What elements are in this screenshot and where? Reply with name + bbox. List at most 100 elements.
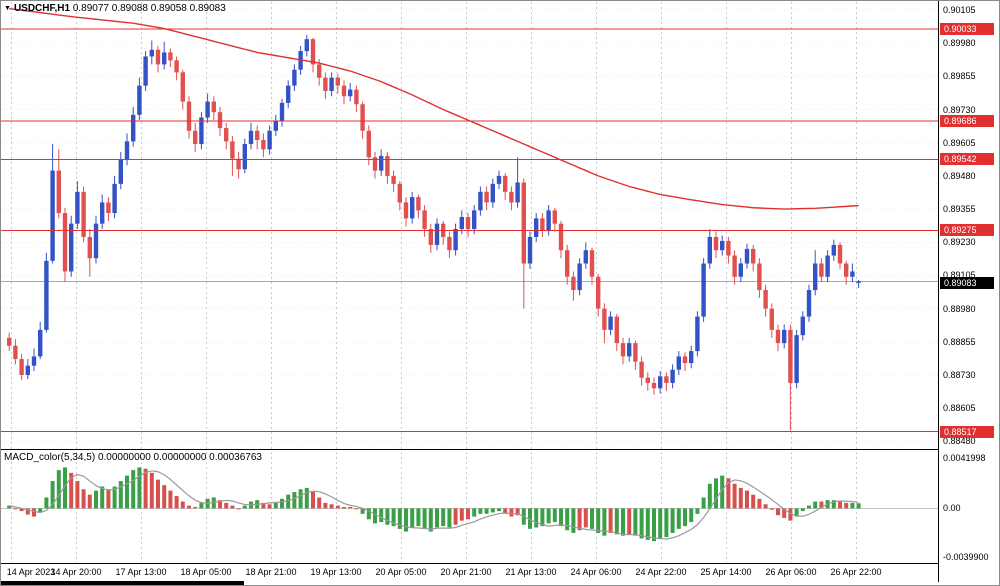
macd-bar: [466, 508, 470, 520]
candle-body: [720, 240, 725, 251]
candle-body: [806, 290, 812, 317]
price-chart[interactable]: [1, 1, 938, 582]
macd-bar: [583, 508, 588, 528]
macd-bar: [590, 508, 594, 529]
macd-bar: [776, 508, 780, 516]
candle-body: [180, 72, 185, 102]
candle-body: [521, 182, 526, 264]
macd-bar: [25, 508, 30, 515]
macd-indicator-label: MACD_color(5,34,5) 0.00000000 0.00000000…: [4, 452, 262, 463]
macd-bar: [751, 494, 756, 509]
time-axis-label: 20 Apr 05:00: [375, 567, 427, 577]
candle-body: [403, 202, 409, 219]
macd-bar: [143, 468, 148, 509]
macd-bar: [639, 508, 644, 539]
candle-body: [496, 175, 502, 184]
macd-bar: [125, 475, 129, 509]
candle-body: [465, 217, 471, 229]
macd-bar: [366, 508, 371, 520]
collapse-arrow-icon[interactable]: ▼: [4, 5, 11, 12]
macd-bar: [360, 508, 365, 514]
time-axis[interactable]: 14 Apr 2023 14 Apr 20:00 17 Apr 13:00 18 Ap…: [1, 564, 938, 581]
candle-body: [174, 60, 179, 73]
candle-body: [800, 316, 805, 336]
price-axis[interactable]: 0.90105 0.89980 0.89855 0.89730 0.89605 0.894…: [938, 1, 999, 582]
price-level-tag: 0.90033: [940, 23, 994, 36]
price-axis-label: 0.89980: [943, 38, 976, 49]
macd-bar: [193, 507, 198, 509]
candle-body: [484, 191, 489, 203]
candle-body: [788, 329, 793, 383]
candle-body: [627, 343, 632, 357]
macd-bar: [552, 508, 557, 523]
candle-body: [38, 329, 43, 357]
macd-bar: [596, 508, 601, 533]
macd-bar: [738, 487, 743, 509]
macd-bar: [19, 508, 24, 512]
candle-body: [434, 223, 440, 245]
macd-bar: [373, 508, 377, 524]
macd-bar: [149, 472, 154, 509]
candle-body: [565, 250, 570, 277]
time-axis-label: 14 Apr 2023: [6, 567, 56, 577]
candle-body: [664, 376, 669, 383]
candle-body: [50, 170, 55, 261]
macd-bar: [490, 508, 495, 513]
candle-body: [670, 369, 675, 383]
candle-body: [732, 255, 737, 277]
candle-body: [155, 49, 161, 65]
price-axis-label: 0.88480: [943, 436, 976, 447]
macd-bar: [813, 501, 818, 509]
macd-bar: [794, 508, 799, 517]
candle-body: [329, 77, 334, 91]
candle-body: [162, 52, 167, 65]
price-axis-label: 0.90105: [943, 4, 976, 15]
macd-bar: [416, 508, 421, 527]
candle-body: [515, 182, 520, 203]
candle-body: [81, 191, 86, 237]
candle-body: [186, 101, 192, 131]
candle-body: [348, 89, 353, 97]
macd-bar: [497, 508, 501, 512]
candle-body: [676, 356, 681, 370]
time-axis-label: 14 Apr 20:00: [50, 567, 102, 577]
macd-axis-label: 0.0041998: [943, 453, 986, 463]
candle-body: [850, 271, 855, 277]
macd-bar: [38, 508, 43, 513]
chart-title: ▼ USDCHF,H1 0.89077 0.89088 0.89058 0.890…: [4, 3, 226, 14]
macd-bar: [670, 508, 675, 533]
candle-body: [558, 223, 564, 251]
candle-body: [701, 263, 706, 317]
candle-body: [341, 85, 347, 97]
candle-body: [193, 130, 198, 145]
candle-body: [459, 217, 464, 229]
macd-bar: [410, 508, 415, 528]
candle-body: [490, 183, 495, 203]
macd-bar: [621, 508, 625, 536]
candle-body: [199, 117, 204, 145]
candle-body: [527, 236, 533, 264]
macd-bar: [323, 502, 328, 509]
candle-body: [106, 202, 111, 214]
macd-axis-label: 0.00: [943, 503, 961, 514]
candle-body: [751, 248, 756, 264]
candle-body: [112, 183, 117, 214]
candle-body: [56, 170, 61, 214]
candle-body: [7, 337, 12, 346]
macd-bar: [280, 498, 284, 509]
candle-body: [279, 102, 285, 122]
macd-bar: [763, 504, 768, 509]
macd-bar: [546, 508, 551, 524]
macd-bar: [484, 508, 489, 514]
candle-body: [651, 382, 657, 389]
macd-bar: [515, 508, 520, 516]
h-scrollbar-thumb[interactable]: [1, 581, 244, 585]
candle-body: [13, 345, 18, 360]
macd-bar: [236, 508, 241, 510]
macd-bar: [503, 508, 508, 514]
macd-name: MACD_color(5,34,5): [4, 452, 96, 463]
time-axis-label: 26 Apr 22:00: [830, 567, 882, 577]
macd-bar: [118, 481, 123, 509]
candle-body: [757, 263, 762, 291]
